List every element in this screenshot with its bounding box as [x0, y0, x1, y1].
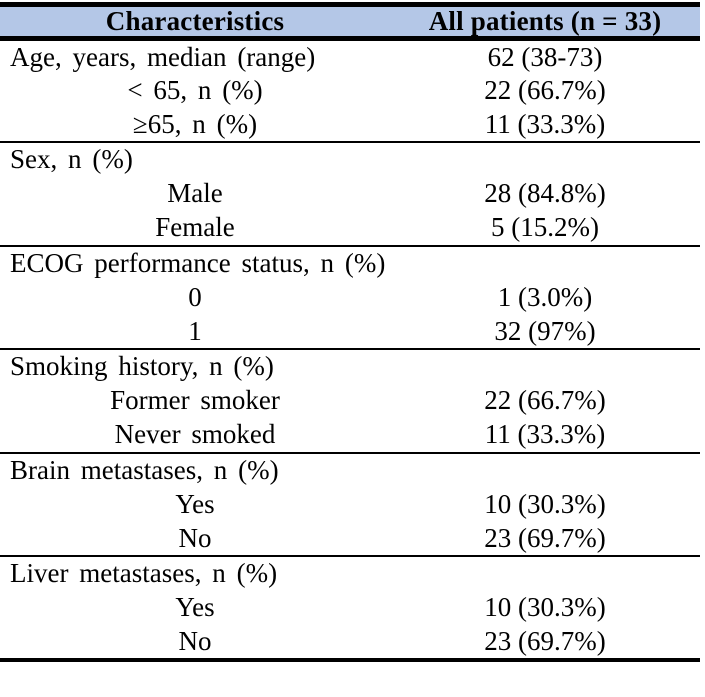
all-patients-header-cell: All patients (n = 33) [428, 6, 662, 36]
row-value-cell: 11 (33.3%) [484, 108, 606, 139]
row-label-cell: Female [155, 212, 235, 243]
row-label-cell: Former smoker [110, 385, 280, 416]
row-label-cell: Never smoked [114, 419, 276, 450]
row-value-cell [390, 142, 700, 177]
row-value-cell: 62 (38-73) [487, 41, 603, 72]
row-label-cell: Male [167, 178, 223, 209]
table-header-row: Characteristics All patients (n = 33) [0, 4, 700, 39]
row-value-cell: 10 (30.3%) [484, 488, 606, 519]
row-value-cell: 28 (84.8%) [484, 178, 606, 209]
row-value-cell [390, 246, 700, 281]
table-row-liver-mets-no: No 23 (69.7%) [0, 625, 700, 660]
table-row-liver-mets: Liver metastases, n (%) [0, 556, 700, 591]
row-label-cell: < 65, n (%) [127, 74, 263, 105]
table-row-sex-female: Female 5 (15.2%) [0, 211, 700, 246]
table-row-smoking: Smoking history, n (%) [0, 349, 700, 384]
row-value-cell [390, 453, 700, 488]
row-label-cell: 1 [188, 315, 202, 346]
table-row-age: Age, years, median (range) 62 (38-73) [0, 39, 700, 74]
table-row-smoking-never: Never smoked 11 (33.3%) [0, 418, 700, 453]
patient-characteristics-table: Characteristics All patients (n = 33) Ag… [0, 2, 700, 662]
row-label-cell: Sex, n (%) [10, 144, 133, 175]
row-label-cell: ≥65, n (%) [132, 108, 258, 139]
table-row-age-under65: < 65, n (%) 22 (66.7%) [0, 73, 700, 108]
row-label-cell: Liver metastases, n (%) [10, 558, 278, 589]
row-value-cell: 11 (33.3%) [484, 419, 606, 450]
table-row-ecog: ECOG performance status, n (%) [0, 245, 700, 281]
table-row-age-over65: ≥65, n (%) 11 (33.3%) [0, 108, 700, 143]
row-label-cell: ECOG performance status, n (%) [10, 247, 386, 278]
row-label-cell: No [178, 522, 212, 553]
row-value-cell [390, 349, 700, 384]
row-value-cell: 32 (97%) [494, 315, 596, 346]
row-value-cell: 22 (66.7%) [484, 385, 606, 416]
row-value-cell [390, 556, 700, 591]
row-label-cell: Yes [175, 592, 215, 623]
table-row-sex-male: Male 28 (84.8%) [0, 177, 700, 212]
row-label-cell: Yes [175, 488, 215, 519]
table-row-sex: Sex, n (%) [0, 142, 700, 177]
row-value-cell: 5 (15.2%) [491, 212, 599, 243]
table-row-brain-mets-no: No 23 (69.7%) [0, 522, 700, 557]
table-row-smoking-former: Former smoker 22 (66.7%) [0, 384, 700, 419]
table-row-ecog-1: 1 32 (97%) [0, 315, 700, 350]
row-value-cell: 10 (30.3%) [484, 592, 606, 623]
row-value-cell: 23 (69.7%) [484, 625, 606, 656]
row-label-cell: No [178, 625, 212, 656]
row-value-cell: 23 (69.7%) [484, 522, 606, 553]
table-row-brain-mets-yes: Yes 10 (30.3%) [0, 487, 700, 522]
patient-characteristics-table-container: Characteristics All patients (n = 33) Ag… [0, 2, 700, 662]
row-label-cell: Age, years, median (range) [10, 41, 316, 72]
row-label-cell: 0 [188, 281, 202, 312]
characteristics-header-cell: Characteristics [105, 6, 285, 36]
row-label-cell: Brain metastases, n (%) [10, 454, 279, 485]
table-row-brain-mets: Brain metastases, n (%) [0, 452, 700, 488]
row-value-cell: 1 (3.0%) [497, 281, 593, 312]
table-row-ecog-0: 0 1 (3.0%) [0, 280, 700, 315]
row-value-cell: 22 (66.7%) [484, 74, 606, 105]
row-label-cell: Smoking history, n (%) [10, 351, 274, 382]
table-row-liver-mets-yes: Yes 10 (30.3%) [0, 591, 700, 626]
